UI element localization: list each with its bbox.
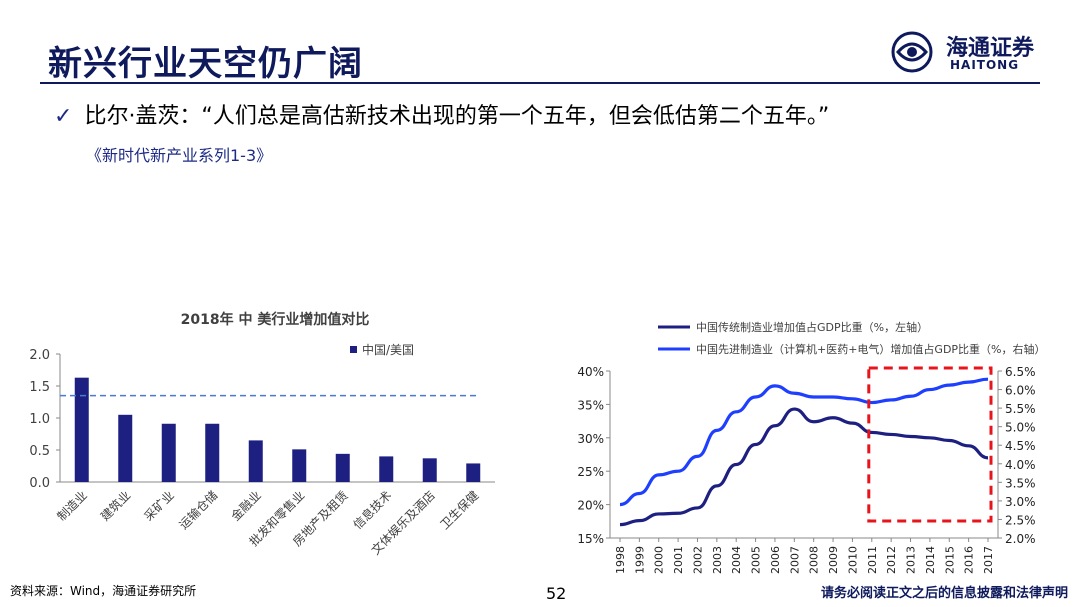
bar-y-tick-label: 1.0: [29, 412, 50, 427]
quote-line: ✓ 比尔·盖茨：“人们总是高估新技术出现的第一个五年，但会低估第二个五年。”: [54, 98, 829, 130]
line-x-tick-label: 2016: [963, 546, 976, 574]
line-x-tick-label: 2010: [846, 546, 859, 574]
line-right-tick-label: 2.0%: [1005, 532, 1036, 546]
line-x-tick-label: 2009: [827, 546, 840, 574]
bar: [379, 456, 394, 482]
series-reference: 《新时代新产业系列1-3》: [86, 146, 273, 165]
title-rule: [40, 82, 1040, 84]
line-right-tick-label: 4.0%: [1005, 458, 1036, 472]
page-title: 新兴行业天空仍广阔: [48, 44, 363, 84]
line-left-y-axis: 40% 35% 30% 25% 20% 15%: [577, 365, 611, 546]
line-right-tick-label: 3.0%: [1005, 495, 1036, 509]
bar-x-tick-label: 制造业: [55, 488, 90, 523]
line-left-tick-label: 35%: [577, 398, 604, 412]
bar: [205, 423, 220, 482]
line-right-tick-label: 6.0%: [1005, 384, 1036, 398]
bar: [335, 453, 350, 482]
line-right-tick-label: 2.5%: [1005, 513, 1036, 527]
bar-y-tick-label: 2.0: [29, 348, 50, 363]
advanced-manufacturing-line: [619, 377, 989, 507]
bar: [292, 449, 307, 482]
line-right-tick-label: 5.5%: [1005, 402, 1036, 416]
line-left-tick-label: 40%: [577, 365, 604, 379]
bar-x-tick-label: 建筑业: [97, 488, 133, 524]
bar-y-tick-label: 0.5: [29, 444, 50, 459]
line-left-tick-label: 20%: [577, 499, 604, 513]
highlight-box-2011-2017: [867, 366, 993, 523]
line-x-tick-label: 2012: [885, 546, 898, 574]
bar-series: [60, 377, 481, 482]
logo-chinese-name: 海通证券: [946, 35, 1035, 61]
line-series-group: [619, 377, 989, 527]
bar: [466, 463, 481, 482]
haitong-emblem-icon: [891, 31, 933, 73]
line-x-axis: 1998 1999 2000 2001 2002 2003 2004 2005 2006 2007…: [610, 537, 998, 574]
bar-x-axis-labels: 制造业 建筑业 采矿业 运输仓储 金融业批发和零售业房地产及租赁 信息技术文体娱乐及酒店卫…: [55, 488, 482, 558]
page-number: 52: [546, 584, 567, 603]
line-right-tick-label: 5.0%: [1005, 421, 1036, 435]
line-x-tick-label: 1999: [633, 546, 646, 574]
bar-y-tick-label: 1.5: [29, 380, 50, 395]
line-right-tick-label: 6.5%: [1005, 365, 1036, 379]
bar-legend-swatch: [350, 346, 357, 353]
line-x-tick-label: 2011: [866, 546, 879, 574]
bar: [118, 414, 133, 482]
bar-x-tick-label: 金融业: [228, 488, 264, 524]
bar-chart-title: 2018年 中 美行业增加值对比: [181, 311, 370, 328]
line-x-tick-label: 2001: [672, 546, 685, 574]
line-x-tick-label: 2015: [943, 546, 956, 574]
line-x-tick-label: 2005: [750, 546, 763, 574]
bar-y-axis: 2.0 1.5 1.0 0.5 0.0: [29, 348, 495, 491]
bar: [74, 377, 89, 482]
line-x-tick-label: 2002: [691, 546, 704, 574]
bar: [161, 423, 176, 482]
line-x-tick-label: 2008: [808, 546, 821, 574]
line-x-tick-label: 2017: [982, 546, 995, 574]
bar: [422, 458, 437, 482]
line-right-y-axis: 6.5% 6.0% 5.5% 5.0% 4.5% 4.0% 3.5% 3.0% 2.5% 2.0%: [997, 365, 1036, 546]
line-x-tick-label: 2013: [905, 546, 918, 574]
line-chart: 中国传统制造业增加值占GDP比重（%，左轴） 中国先进制造业（计算机+医药+电气）…: [577, 320, 1046, 574]
disclaimer: 请务必阅读正文之后的信息披露和法律声明: [820, 586, 1068, 601]
line-left-tick-label: 30%: [577, 432, 604, 446]
line-x-tick-label: 1998: [614, 546, 627, 574]
legend-traditional-label: 中国传统制造业增加值占GDP比重（%，左轴）: [696, 320, 928, 334]
quote-text: 比尔·盖茨：“人们总是高估新技术出现的第一个五年，但会低估第二个五年。”: [84, 104, 830, 129]
line-x-tick-label: 2004: [730, 546, 743, 574]
line-x-tick-label: 2000: [653, 546, 666, 574]
line-chart-legend: 中国传统制造业增加值占GDP比重（%，左轴） 中国先进制造业（计算机+医药+电气）…: [658, 320, 1046, 356]
line-x-tick-label: 2014: [924, 546, 937, 574]
legend-advanced-label: 中国先进制造业（计算机+医药+电气）增加值占GDP比重（%，右轴）: [696, 342, 1046, 356]
line-left-tick-label: 15%: [577, 532, 604, 546]
line-x-tick-label: 2007: [788, 546, 801, 574]
haitong-logo: 海通证券 HAITONG: [888, 28, 1048, 76]
source-note: 资料来源：Wind，海通证券研究所: [10, 584, 197, 598]
line-x-tick-label: 2006: [769, 546, 782, 574]
bar-chart-legend: 中国/美国: [350, 342, 414, 357]
bar-x-tick-label: 运输仓储: [176, 488, 221, 533]
checkmark-icon: ✓: [54, 104, 73, 129]
bar-y-tick-label: 0.0: [29, 476, 50, 491]
line-left-tick-label: 25%: [577, 465, 604, 479]
bar-x-tick-label: 信息技术: [350, 488, 395, 533]
bar-chart: 2018年 中 美行业增加值对比 中国/美国 2.0 1.5 1.0 0.5 0.0 制…: [29, 311, 495, 558]
line-x-tick-label: 2003: [711, 546, 724, 574]
bar-x-tick-label: 卫生保健: [438, 488, 482, 532]
bar: [248, 440, 263, 482]
logo-english-name: HAITONG: [950, 58, 1020, 72]
traditional-manufacturing-line: [619, 407, 989, 527]
bar-legend-label: 中国/美国: [362, 342, 414, 357]
line-right-tick-label: 3.5%: [1005, 476, 1036, 490]
line-right-tick-label: 4.5%: [1005, 439, 1036, 453]
bar-x-tick-label: 采矿业: [142, 488, 177, 523]
